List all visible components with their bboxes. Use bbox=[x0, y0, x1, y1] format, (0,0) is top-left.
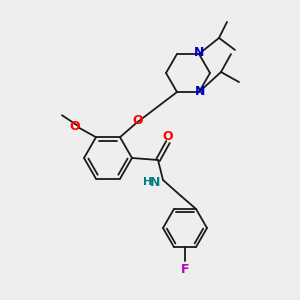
Text: O: O bbox=[70, 120, 80, 133]
Text: N: N bbox=[150, 176, 160, 188]
Text: N: N bbox=[194, 46, 204, 59]
Text: O: O bbox=[163, 130, 173, 143]
Text: F: F bbox=[181, 262, 189, 276]
Text: H: H bbox=[143, 177, 153, 187]
Text: N: N bbox=[195, 85, 205, 98]
Text: O: O bbox=[133, 114, 143, 127]
